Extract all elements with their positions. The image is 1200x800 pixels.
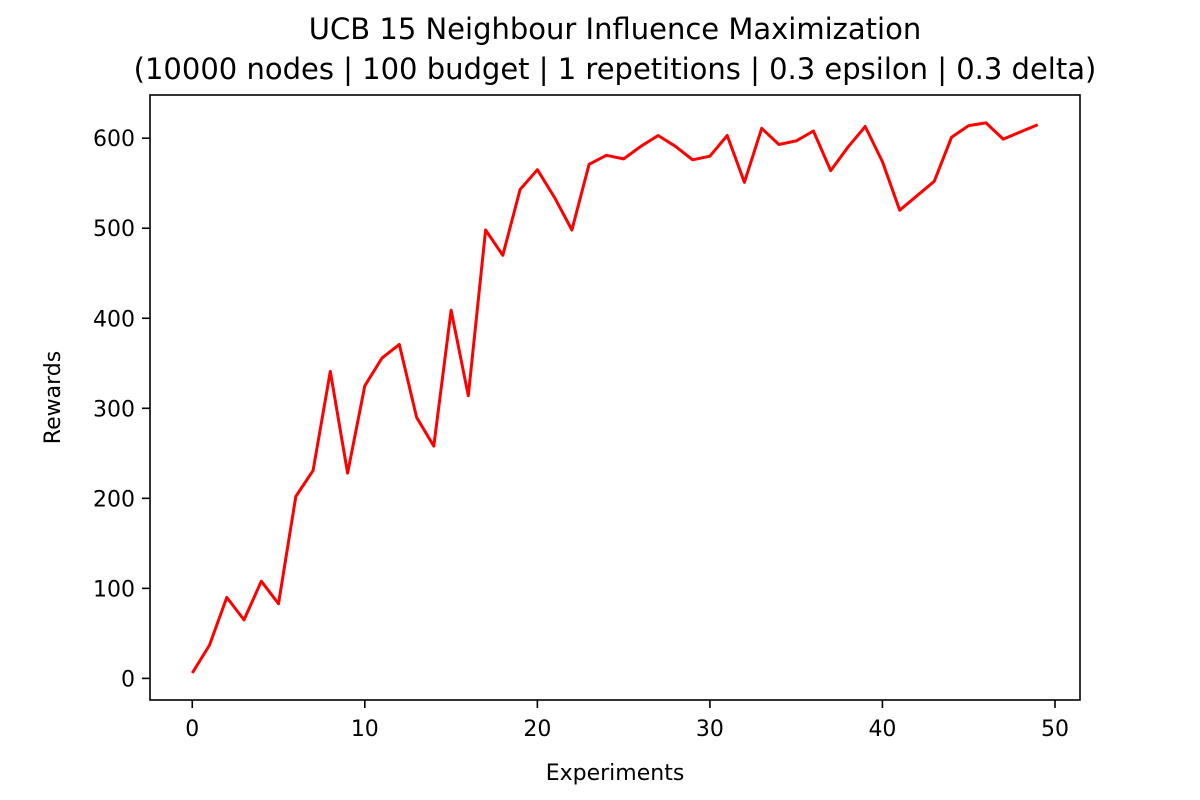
x-axis-label: Experiments xyxy=(546,761,685,786)
plot-area-frame xyxy=(149,94,1081,701)
x-tick-label: 30 xyxy=(696,717,724,742)
series-line-0 xyxy=(191,121,1039,674)
x-tick-label: 20 xyxy=(523,717,551,742)
series-layer xyxy=(191,121,1039,674)
y-tick-label: 100 xyxy=(93,577,135,602)
y-tick-label: 500 xyxy=(93,217,135,242)
x-tick-label: 10 xyxy=(351,717,379,742)
x-tick-label: 40 xyxy=(868,717,896,742)
y-tick-label: 300 xyxy=(93,397,135,422)
y-tick-label: 400 xyxy=(93,307,135,332)
chart-title: UCB 15 Neighbour Influence Maximization xyxy=(308,12,922,46)
y-tick-label: 0 xyxy=(121,667,135,692)
y-tick-label: 600 xyxy=(93,127,135,152)
y-tick-label: 200 xyxy=(93,487,135,512)
x-tick-label: 0 xyxy=(185,717,199,742)
x-tick-label: 50 xyxy=(1041,717,1069,742)
y-axis-label: Rewards xyxy=(41,351,66,444)
chart-subtitle: (10000 nodes | 100 budget | 1 repetition… xyxy=(133,52,1097,86)
